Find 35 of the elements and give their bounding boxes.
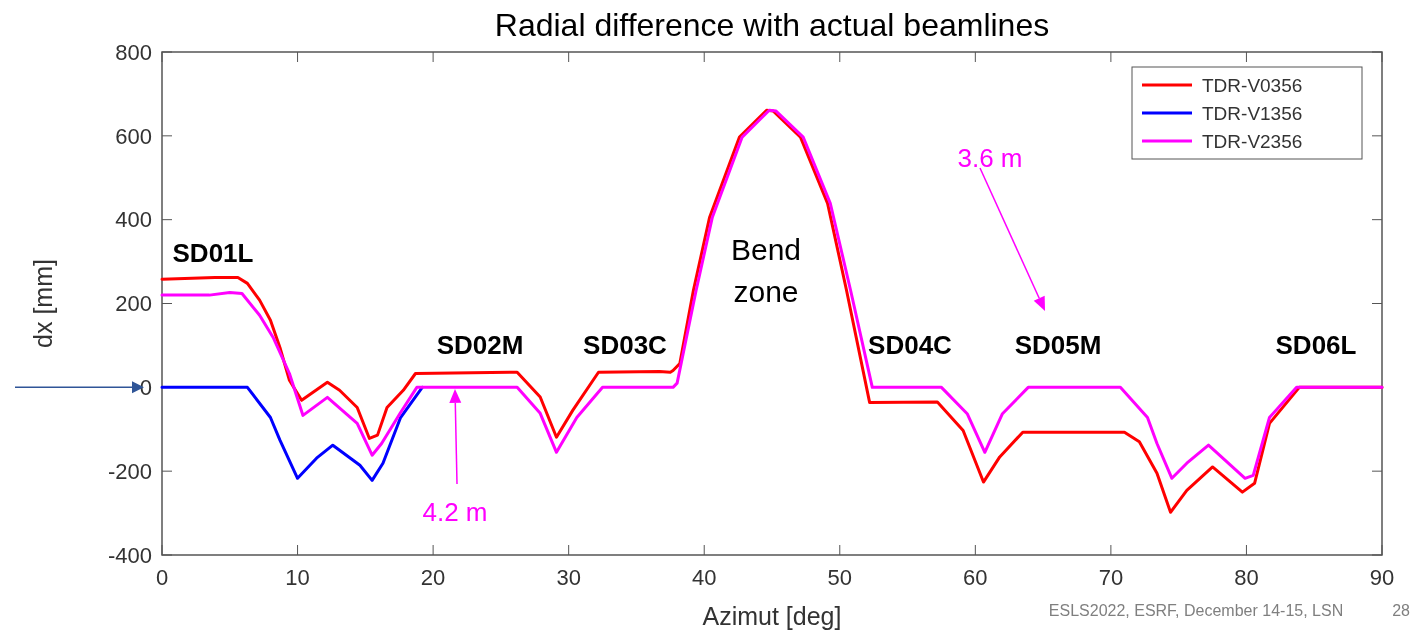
x-tick-label: 80 bbox=[1234, 565, 1259, 590]
y-tick-label: -200 bbox=[107, 458, 152, 484]
y-tick-label: 200 bbox=[115, 291, 152, 317]
x-tick-label: 20 bbox=[420, 565, 446, 590]
y-tick-label: 0 bbox=[139, 375, 152, 401]
y-tick-label: 800 bbox=[115, 39, 152, 65]
annotation: SD05M bbox=[1014, 330, 1102, 361]
legend-label: TDR-V0356 bbox=[1202, 74, 1303, 96]
x-tick-label: 50 bbox=[827, 565, 853, 590]
annotation: SD03C bbox=[583, 330, 668, 361]
y-axis-title: dx [mm] bbox=[29, 259, 57, 348]
annotation: 4.2 m bbox=[422, 497, 488, 528]
annotation: SD04C bbox=[868, 330, 953, 361]
line-series bbox=[160, 385, 424, 482]
y-tick-label: 600 bbox=[115, 123, 152, 149]
x-tick-label: 10 bbox=[285, 565, 310, 590]
x-tick-label: 40 bbox=[691, 565, 717, 590]
annotation: SD02M bbox=[436, 330, 524, 361]
x-tick-label: 70 bbox=[1098, 565, 1124, 590]
x-tick-label: 30 bbox=[556, 565, 581, 590]
chart-title: Radial difference with actual beamlines bbox=[494, 7, 1050, 43]
y-tick-label: -400 bbox=[107, 542, 152, 568]
annotation: SD01L bbox=[172, 238, 254, 269]
legend-label: TDR-V2356 bbox=[1202, 130, 1303, 152]
annotation: SD06L bbox=[1275, 330, 1357, 361]
annotation: Bend zone bbox=[730, 232, 802, 308]
annotation: 3.6 m bbox=[957, 143, 1023, 174]
x-axis-title: Azimut [deg] bbox=[702, 602, 842, 630]
text: ESLS2022, ESRF, December 14-15, LSN bbox=[1048, 602, 1344, 619]
legend-label: TDR-V1356 bbox=[1202, 102, 1303, 124]
text: 28 bbox=[1392, 602, 1411, 619]
x-tick-label: 90 bbox=[1369, 565, 1395, 590]
y-tick-label: 400 bbox=[115, 207, 152, 233]
x-tick-label: 60 bbox=[963, 565, 988, 590]
x-tick-label: 0 bbox=[155, 565, 169, 590]
